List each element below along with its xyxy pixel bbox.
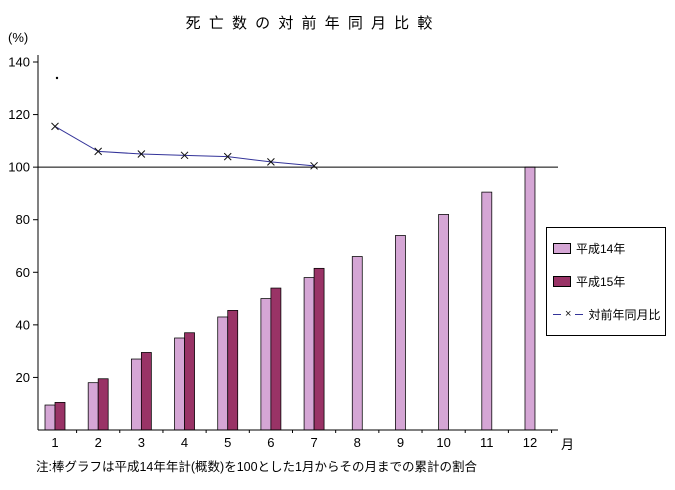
footnote: 注:棒グラフは平成14年年計(概数)を100とした1月からその月までの累計の割合 — [36, 460, 478, 474]
bar-h14 — [395, 235, 406, 431]
stray-mark — [55, 76, 59, 80]
x-axis-unit-label: 月 — [561, 437, 575, 452]
x-axis-tick-label: 5 — [224, 435, 231, 450]
bar-h14 — [481, 191, 493, 431]
x-axis-tick-label: 12 — [523, 435, 537, 450]
x-marker-icon — [310, 161, 318, 170]
bar-h14 — [130, 358, 142, 431]
legend-label-h14: 平成14年 — [576, 242, 626, 256]
x-axis-tick-label: 10 — [436, 435, 450, 450]
bar-h14 — [260, 298, 272, 431]
x-marker-icon — [267, 158, 275, 166]
y-axis-tick-label: 80 — [16, 212, 30, 227]
legend-swatch-h14 — [553, 243, 571, 254]
y-axis-tick-label: 100 — [8, 160, 30, 175]
y-axis-tick-label: 20 — [16, 370, 30, 385]
bar-h14 — [87, 382, 99, 431]
bar-h15 — [184, 332, 195, 431]
x-marker-icon — [137, 150, 146, 158]
bar-h14 — [44, 404, 56, 431]
legend-line-segment-icon — [575, 314, 584, 315]
x-marker-icon — [94, 147, 103, 156]
chart-title: 死 亡 数 の 対 前 年 同 月 比 較 — [185, 15, 435, 32]
x-axis-tick-label: 6 — [267, 435, 274, 450]
x-marker-icon — [180, 151, 189, 160]
x-axis-tick-label: 9 — [397, 435, 404, 450]
x-axis-tick-label: 4 — [181, 435, 188, 450]
legend-item-h14: 平成14年 — [553, 240, 659, 257]
legend-x-marker-icon: × — [565, 308, 572, 320]
x-marker-icon — [51, 122, 59, 131]
x-marker-icon — [223, 152, 232, 161]
x-axis-tick-label: 2 — [95, 435, 102, 450]
bar-h14 — [217, 316, 229, 431]
bar-h15 — [54, 402, 66, 431]
y-axis-tick-label: 140 — [8, 55, 30, 70]
y-axis-tick-label: 120 — [8, 107, 30, 122]
legend-label-ratio: 対前年同月比 — [588, 308, 661, 322]
bar-h14 — [524, 166, 536, 431]
bar-h14 — [174, 337, 185, 431]
bar-h15 — [313, 267, 325, 431]
y-axis-tick-label: 60 — [16, 265, 30, 280]
y-axis-tick-label: 40 — [16, 317, 30, 332]
legend-item-h15: 平成15年 — [553, 273, 659, 290]
x-axis-tick-label: 7 — [310, 435, 317, 450]
legend-item-ratio: × 対前年同月比 — [553, 306, 661, 323]
ratio-line — [54, 125, 315, 167]
bar-h15 — [270, 287, 282, 431]
legend: 平成14年 平成15年 × 対前年同月比 — [546, 227, 666, 336]
bar-h14 — [351, 256, 363, 431]
bar-h15 — [227, 310, 239, 431]
bar-h14 — [438, 214, 449, 431]
x-axis-tick-label: 1 — [51, 435, 58, 450]
bar-h15 — [140, 352, 152, 431]
legend-swatch-h15 — [553, 276, 571, 287]
y-axis-unit-label: (%) — [8, 30, 29, 45]
legend-label-h15: 平成15年 — [576, 275, 626, 289]
x-axis-tick-label: 8 — [354, 435, 361, 450]
bar-h14 — [303, 277, 315, 431]
bar-h15 — [97, 378, 109, 431]
x-axis-tick-label: 3 — [138, 435, 145, 450]
legend-line-segment-icon — [553, 314, 561, 315]
x-axis-tick-label: 11 — [480, 435, 494, 450]
